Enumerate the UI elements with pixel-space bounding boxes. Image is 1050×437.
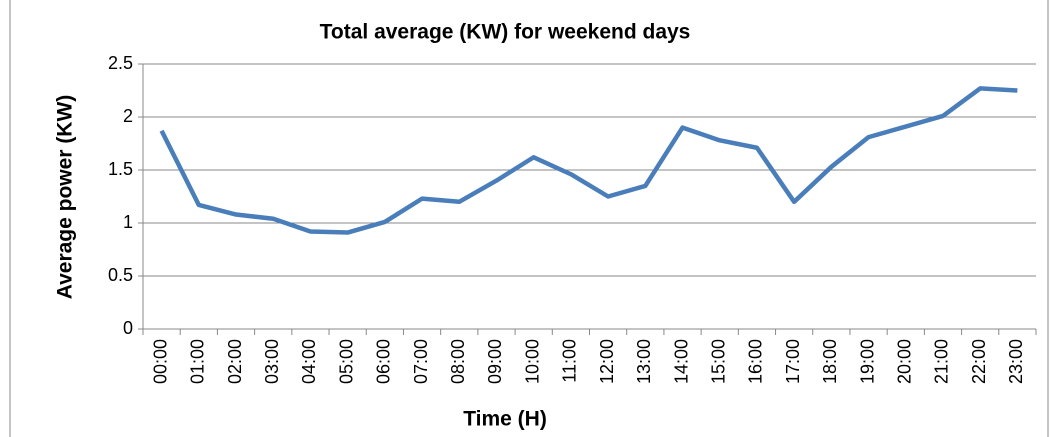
x-tick-label: 15:00: [708, 339, 728, 384]
x-tick-label: 06:00: [374, 339, 394, 384]
y-tick-label: 0.5: [108, 265, 133, 285]
x-tick-label: 19:00: [857, 339, 877, 384]
y-tick-label: 2: [123, 106, 133, 126]
y-tick-label: 0: [123, 318, 133, 338]
x-tick-label: 22:00: [969, 339, 989, 384]
y-tick-label: 1.5: [108, 159, 133, 179]
x-tick-label: 10:00: [522, 339, 542, 384]
x-tick-label: 03:00: [262, 339, 282, 384]
x-tick-label: 18:00: [820, 339, 840, 384]
x-tick-label: 14:00: [671, 339, 691, 384]
x-tick-label: 13:00: [634, 339, 654, 384]
x-tick-label: 20:00: [895, 339, 915, 384]
x-tick-label: 17:00: [783, 339, 803, 384]
x-tick-label: 02:00: [225, 339, 245, 384]
x-tick-label: 00:00: [150, 339, 170, 384]
x-tick-label: 01:00: [188, 339, 208, 384]
x-tick-label: 11:00: [560, 339, 580, 383]
x-tick-label: 07:00: [411, 339, 431, 384]
x-tick-label: 08:00: [448, 339, 468, 384]
x-tick-label: 21:00: [932, 339, 952, 384]
y-tick-label: 1: [123, 212, 133, 232]
x-tick-label: 09:00: [485, 339, 505, 384]
x-tick-label: 23:00: [1006, 339, 1026, 384]
x-tick-label: 16:00: [746, 339, 766, 384]
x-axis-title: Time (H): [463, 408, 547, 431]
x-tick-label: 12:00: [597, 339, 617, 384]
x-tick-label: 05:00: [336, 339, 356, 384]
line-series: [159, 86, 1018, 235]
y-axis-title: Average power (KW): [54, 95, 77, 300]
x-tick-label: 04:00: [299, 339, 319, 384]
chart-title: Total average (KW) for weekend days: [320, 21, 691, 44]
chart-frame: [9, 0, 1049, 437]
y-tick-label: 2.5: [108, 53, 133, 73]
